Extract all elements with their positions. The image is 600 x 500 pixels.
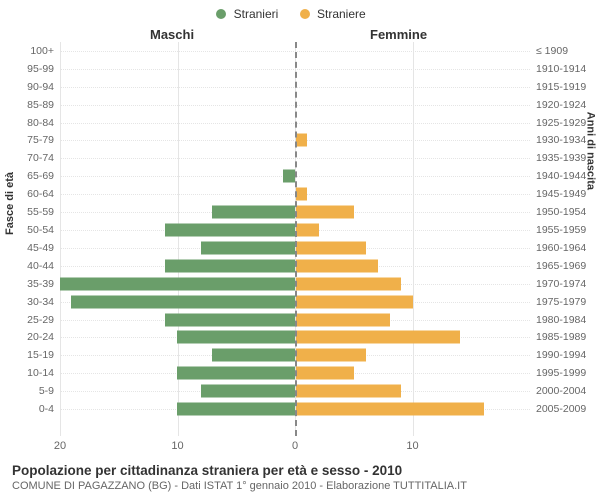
bar-male xyxy=(201,241,295,254)
bar-female xyxy=(296,367,355,380)
bar-male xyxy=(177,367,295,380)
x-tick-label: 0 xyxy=(292,440,298,452)
bar-female xyxy=(296,295,414,308)
age-range-label: 35-39 xyxy=(0,278,54,290)
chart-title: Popolazione per cittadinanza straniera p… xyxy=(12,463,467,478)
bar-male xyxy=(60,277,295,290)
age-range-label: 0-4 xyxy=(0,403,54,415)
bar-female xyxy=(296,385,402,398)
age-range-label: 15-19 xyxy=(0,349,54,361)
age-range-label: 85-89 xyxy=(0,99,54,111)
legend-dot-female xyxy=(300,9,310,19)
bar-male xyxy=(283,170,295,183)
bar-male xyxy=(165,313,294,326)
birth-cohort-label: 1910-1914 xyxy=(536,63,600,75)
bar-male xyxy=(177,331,295,344)
birth-cohort-label: 1950-1954 xyxy=(536,206,600,218)
chart-subtitle: COMUNE DI PAGAZZANO (BG) - Dati ISTAT 1°… xyxy=(12,480,467,492)
column-header-male: Maschi xyxy=(150,27,194,42)
plot-area: 2010010100+≤ 190995-991910-191490-941915… xyxy=(60,42,530,436)
bar-male xyxy=(177,403,295,416)
x-tick-label: 10 xyxy=(171,440,183,452)
birth-cohort-label: 1975-1979 xyxy=(536,296,600,308)
bar-female xyxy=(296,259,378,272)
bar-female xyxy=(296,277,402,290)
age-range-label: 25-29 xyxy=(0,314,54,326)
bar-male xyxy=(201,385,295,398)
age-range-label: 40-44 xyxy=(0,260,54,272)
birth-cohort-label: 2005-2009 xyxy=(536,403,600,415)
birth-cohort-label: 1945-1949 xyxy=(536,188,600,200)
bar-female xyxy=(296,223,320,236)
age-range-label: 90-94 xyxy=(0,81,54,93)
bar-female xyxy=(296,331,461,344)
birth-cohort-label: 2000-2004 xyxy=(536,385,600,397)
bar-male xyxy=(165,259,294,272)
bar-female xyxy=(296,349,367,362)
age-range-label: 10-14 xyxy=(0,367,54,379)
bar-male xyxy=(212,349,294,362)
population-pyramid-chart: Stranieri Straniere Maschi Femmine Fasce… xyxy=(0,0,600,500)
age-range-label: 55-59 xyxy=(0,206,54,218)
age-range-label: 50-54 xyxy=(0,224,54,236)
birth-cohort-label: 1935-1939 xyxy=(536,152,600,164)
age-range-label: 100+ xyxy=(0,45,54,57)
bar-female xyxy=(296,313,390,326)
birth-cohort-label: 1965-1969 xyxy=(536,260,600,272)
age-range-label: 95-99 xyxy=(0,63,54,75)
bar-female xyxy=(296,403,484,416)
age-range-label: 70-74 xyxy=(0,152,54,164)
bar-female xyxy=(296,206,355,219)
birth-cohort-label: 1985-1989 xyxy=(536,331,600,343)
age-range-label: 80-84 xyxy=(0,117,54,129)
birth-cohort-label: 1970-1974 xyxy=(536,278,600,290)
birth-cohort-label: 1930-1934 xyxy=(536,134,600,146)
x-tick-label: 10 xyxy=(406,440,418,452)
legend-label-female: Straniere xyxy=(317,7,366,21)
age-range-label: 45-49 xyxy=(0,242,54,254)
legend-dot-male xyxy=(216,9,226,19)
age-range-label: 20-24 xyxy=(0,331,54,343)
birth-cohort-label: 1980-1984 xyxy=(536,314,600,326)
age-range-label: 30-34 xyxy=(0,296,54,308)
birth-cohort-label: 1920-1924 xyxy=(536,99,600,111)
birth-cohort-label: 1955-1959 xyxy=(536,224,600,236)
age-range-label: 60-64 xyxy=(0,188,54,200)
age-range-label: 75-79 xyxy=(0,134,54,146)
birth-cohort-label: 1995-1999 xyxy=(536,367,600,379)
bar-female xyxy=(296,188,308,201)
center-divider xyxy=(295,42,297,436)
bar-female xyxy=(296,134,308,147)
birth-cohort-label: 1940-1944 xyxy=(536,170,600,182)
bar-male xyxy=(212,206,294,219)
column-header-female: Femmine xyxy=(370,27,427,42)
age-range-label: 5-9 xyxy=(0,385,54,397)
bar-male xyxy=(71,295,294,308)
bar-female xyxy=(296,241,367,254)
birth-cohort-label: ≤ 1909 xyxy=(536,45,600,57)
x-tick-label: 20 xyxy=(54,440,66,452)
birth-cohort-label: 1960-1964 xyxy=(536,242,600,254)
legend: Stranieri Straniere xyxy=(0,6,600,21)
bar-male xyxy=(165,223,294,236)
birth-cohort-label: 1915-1919 xyxy=(536,81,600,93)
age-range-label: 65-69 xyxy=(0,170,54,182)
birth-cohort-label: 1990-1994 xyxy=(536,349,600,361)
chart-footer: Popolazione per cittadinanza straniera p… xyxy=(12,463,467,492)
legend-label-male: Stranieri xyxy=(234,7,279,21)
birth-cohort-label: 1925-1929 xyxy=(536,117,600,129)
